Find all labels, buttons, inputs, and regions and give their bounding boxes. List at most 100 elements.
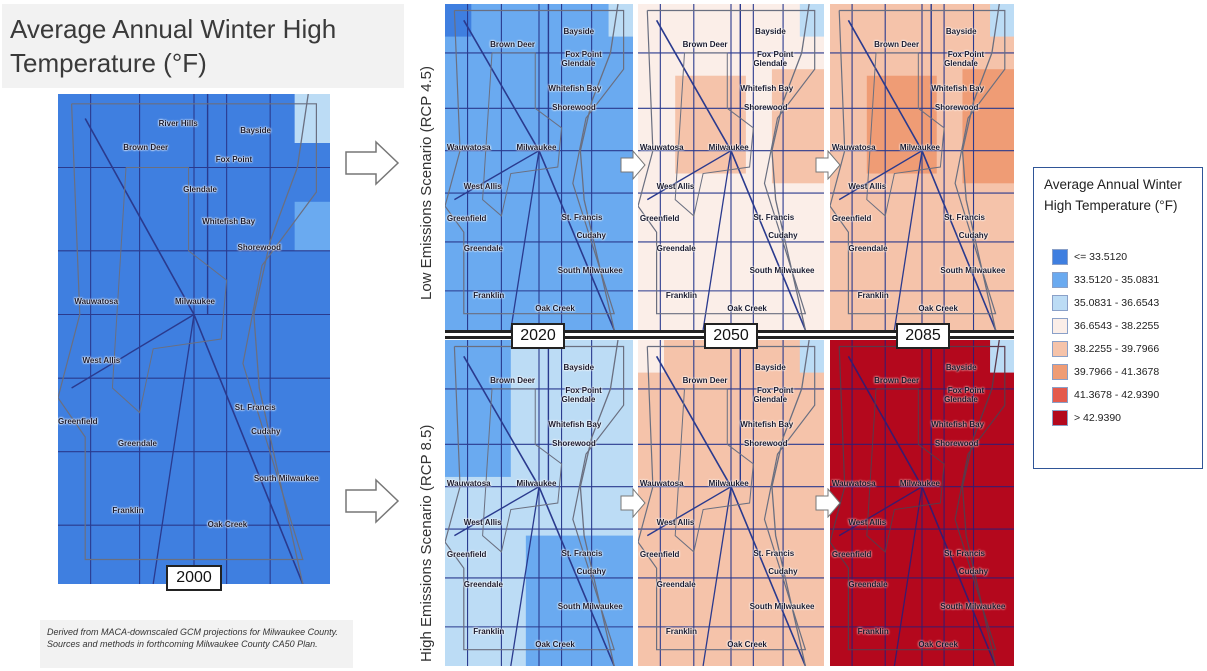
place-label: Whitefish Bay — [931, 419, 985, 429]
temperature-patch — [294, 94, 330, 143]
lakeshore — [961, 4, 1000, 330]
place-label: Bayside — [945, 362, 977, 372]
road-line — [921, 486, 997, 666]
place-label: St. Francis — [561, 548, 603, 558]
place-label: Milwaukee — [516, 478, 557, 488]
place-label: West Allis — [463, 181, 502, 191]
place-label: Shorewood — [552, 103, 596, 113]
road-line — [730, 486, 807, 666]
place-label: West Allis — [656, 517, 695, 527]
place-label: Glendale — [183, 184, 217, 194]
road-line — [838, 486, 923, 537]
place-label: Greendale — [117, 439, 157, 449]
place-label: West Allis — [82, 356, 121, 366]
high-scenario-label: High Emissions Scenario (RCP 8.5) — [418, 424, 435, 662]
place-label: Bayside — [755, 362, 786, 372]
arrow-right-icon — [345, 478, 400, 524]
road-line — [71, 313, 195, 389]
place-label: South Milwaukee — [557, 602, 623, 612]
municipal-boundary — [674, 52, 754, 217]
legend-swatch — [1052, 295, 1068, 311]
map-low-2020: Bayside Brown Deer Fox Point Glendale Whitef… — [445, 4, 633, 330]
place-label: Brown Deer — [123, 143, 169, 152]
legend-title: Average Annual Winter High Temperature (… — [1044, 177, 1182, 213]
legend-label: 41.3678 - 42.9390 — [1074, 389, 1160, 401]
legend-swatch — [1052, 249, 1068, 265]
road-line — [847, 355, 923, 488]
place-label: Fox Point — [757, 385, 794, 395]
place-label: Wauwatosa — [446, 142, 491, 152]
place-label: Milwaukee — [899, 142, 940, 152]
map-svg — [830, 4, 1014, 330]
legend-swatch — [1052, 364, 1068, 380]
road-line — [84, 118, 195, 315]
municipal-boundary — [830, 9, 1006, 315]
place-label: Whitefish Bay — [548, 419, 602, 429]
temperature-patch — [866, 75, 937, 174]
place-label: River Hills — [158, 118, 198, 128]
municipal-boundary — [111, 167, 228, 414]
place-label: West Allis — [848, 517, 887, 527]
temperature-patch — [638, 340, 665, 373]
place-label: Greenfield — [831, 550, 872, 560]
title-box — [2, 4, 404, 88]
road-line — [454, 486, 540, 537]
place-label: Shorewood — [744, 439, 788, 449]
place-label: Cudahy — [958, 566, 989, 576]
road-line — [463, 19, 540, 152]
page-title: Average Annual Winter High Temperature (… — [10, 14, 337, 78]
road-line — [655, 19, 732, 152]
place-label: Greenfield — [831, 214, 872, 224]
place-label: Whitefish Bay — [740, 419, 794, 429]
place-label: West Allis — [656, 181, 695, 191]
place-label: Bayside — [563, 362, 595, 372]
place-label: Greenfield — [446, 214, 487, 224]
temperature-patch — [608, 4, 633, 37]
place-label: Greendale — [656, 243, 696, 253]
municipal-boundary — [638, 345, 816, 651]
place-label: Franklin — [665, 290, 698, 300]
map-svg — [445, 4, 633, 330]
place-label: Glendale — [944, 395, 978, 405]
place-label: South Milwaukee — [749, 602, 815, 612]
legend-swatch — [1052, 341, 1068, 357]
road-line — [193, 314, 304, 584]
place-label: Cudahy — [768, 566, 798, 576]
map-svg — [830, 340, 1014, 666]
place-label: Franklin — [665, 626, 698, 636]
lakeshore — [579, 4, 619, 330]
legend-label: 33.5120 - 35.0831 — [1074, 274, 1160, 286]
temperature-patch — [771, 69, 824, 184]
place-label: St. Francis — [234, 402, 276, 412]
place-label: St. Francis — [753, 212, 795, 222]
place-label: Franklin — [857, 626, 889, 636]
place-label: Wauwatosa — [446, 478, 491, 488]
place-label: South Milwaukee — [940, 602, 1006, 612]
road-line — [921, 150, 997, 330]
place-label: Fox Point — [947, 385, 985, 395]
place-label: Shorewood — [237, 243, 282, 253]
municipal-boundary — [58, 103, 317, 561]
place-label: Whitefish Bay — [740, 83, 794, 93]
place-label: Wauwatosa — [639, 478, 684, 488]
place-label: Greenfield — [639, 214, 680, 224]
place-label: Fox Point — [565, 49, 602, 59]
map-low-2085: Bayside Brown Deer Fox Point Glendale Whitef… — [830, 4, 1014, 330]
lakeshore — [579, 340, 619, 666]
road-line — [655, 355, 732, 488]
temperature-patch — [675, 75, 746, 174]
place-label: Oak Creek — [727, 639, 767, 649]
place-label: Bayside — [563, 26, 595, 36]
legend-label: 36.6543 - 38.2255 — [1074, 320, 1160, 332]
arrow-right-icon — [620, 150, 646, 180]
place-label: Glendale — [561, 59, 596, 69]
place-label: West Allis — [463, 517, 502, 527]
place-label: Bayside — [945, 26, 977, 36]
place-label: Franklin — [112, 505, 144, 515]
road-line — [454, 150, 540, 201]
arrow-right-icon — [815, 150, 841, 180]
place-label: Brown Deer — [874, 39, 920, 49]
place-label: Bayside — [755, 26, 786, 36]
place-label: Shorewood — [744, 103, 788, 113]
place-label: Franklin — [473, 290, 505, 300]
